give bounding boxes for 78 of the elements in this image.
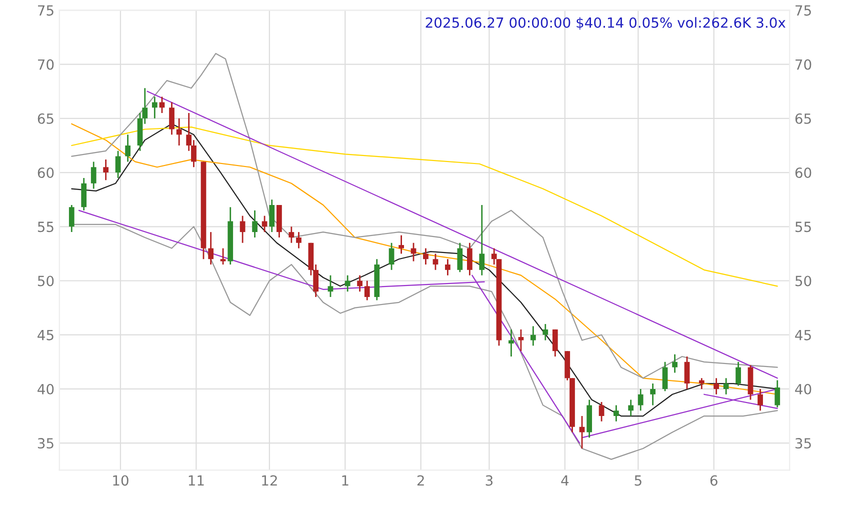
candlestick	[672, 354, 678, 374]
y-tick-label: 50	[38, 276, 54, 286]
candlestick	[423, 248, 428, 266]
y-tick-label: 70	[38, 59, 54, 70]
y-tick-label: 55	[38, 222, 54, 232]
candlestick	[457, 242, 463, 273]
y-tick-label: 45	[38, 330, 54, 340]
x-tick-label: 1	[342, 475, 348, 486]
candlestick	[508, 328, 514, 358]
x-tick-label: 6	[710, 475, 718, 486]
candlestick	[103, 158, 109, 181]
y2-tick-label: 70	[796, 59, 812, 70]
candlestick	[518, 328, 524, 352]
candlestick	[288, 226, 294, 244]
candlestick	[364, 280, 370, 301]
candlestick	[152, 96, 158, 120]
candlestick	[662, 361, 668, 392]
x-tick-label: 2	[417, 475, 424, 486]
y2-tick-label: 55	[796, 222, 811, 232]
candlestick	[445, 258, 450, 276]
x-tick-label: 11	[188, 475, 204, 486]
candlestick	[628, 399, 634, 417]
y-tick-label: 65	[38, 113, 54, 124]
candlestick	[125, 134, 130, 162]
candlestick	[81, 177, 87, 212]
candlestick	[638, 388, 644, 412]
candlestick	[774, 380, 780, 408]
candlestick	[758, 388, 763, 412]
chart-title: 2025.06.27 00:00:00 $40.14 0.05% vol:262.6K 3.0x	[426, 17, 786, 30]
candlestick	[466, 242, 472, 276]
candlestick	[328, 274, 334, 298]
candlestick	[530, 326, 536, 346]
candlestick	[698, 377, 704, 390]
x-tick-label: 10	[113, 475, 128, 486]
y-tick-label: 40	[38, 384, 54, 394]
candlestick	[240, 215, 246, 244]
candlestick	[650, 382, 656, 406]
y-tick-label: 35	[38, 438, 54, 449]
x-tick-label: 4	[561, 475, 569, 486]
candlestick	[208, 231, 214, 266]
candlestick	[296, 231, 302, 249]
y2-tick-label: 50	[796, 276, 812, 286]
candlestick	[479, 204, 485, 276]
candlestick	[169, 102, 174, 136]
candlestick	[115, 150, 121, 179]
y2-tick-label: 35	[795, 438, 811, 449]
candlestick	[68, 204, 74, 233]
y2-tick-label: 75	[796, 5, 811, 16]
y-tick-label: 60	[38, 168, 54, 178]
candlestick	[344, 274, 350, 292]
y2-tick-label: 65	[795, 113, 811, 124]
candlestick	[552, 328, 558, 358]
candlestick	[159, 96, 165, 114]
candlestick	[542, 323, 548, 341]
candlestick	[90, 161, 96, 190]
candlestick	[736, 361, 741, 386]
candlestick	[262, 215, 268, 233]
candlestick	[714, 377, 719, 396]
x-tick-label: 3	[486, 475, 493, 486]
candlestick	[398, 234, 404, 254]
candlestick	[220, 248, 226, 266]
candlestick	[176, 118, 182, 146]
candlestick	[252, 210, 258, 238]
candlestick	[598, 401, 604, 422]
candlestick	[723, 377, 729, 396]
line-series	[71, 126, 778, 287]
candlestick	[357, 274, 362, 292]
y2-tick-label: 60	[795, 168, 812, 178]
candlestick	[432, 253, 438, 271]
x-tick-label: 5	[634, 475, 642, 486]
y2-tick-label: 45	[795, 330, 811, 340]
candlestick	[269, 198, 275, 233]
candlestick	[684, 356, 690, 390]
x-tick-label: 12	[262, 475, 277, 486]
y2-tick-label: 40	[795, 384, 812, 394]
candlestick	[388, 242, 394, 271]
y-tick-label: 75	[38, 5, 54, 16]
candlestick	[614, 404, 619, 422]
